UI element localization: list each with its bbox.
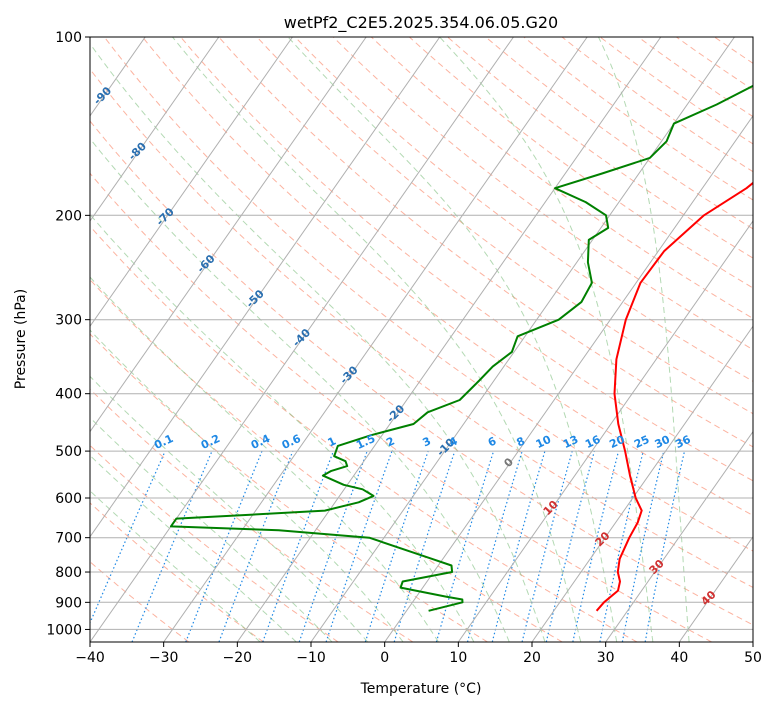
moist-adiabat-line [90, 42, 546, 642]
isotherm-line [90, 37, 293, 328]
isotherm-line [678, 535, 753, 642]
y-tick-label: 700 [55, 531, 82, 547]
dry-adiabat-line [90, 278, 563, 642]
dewpoint-profile-line [169, 84, 753, 612]
x-tick-label: 20 [523, 650, 541, 666]
y-tick-label: 1000 [46, 622, 82, 638]
y-axis: 100 200 300 400 500 600 700 800 900 1000 [46, 30, 90, 638]
mixing-ratio-label: 36 [673, 433, 693, 451]
plot-area: -100-90-80-70-60-50-40-30-20-10010203040… [90, 37, 753, 642]
dry-adiabat-line [142, 37, 753, 517]
plot-frame [89, 36, 754, 643]
mixing-ratio-line [435, 450, 495, 642]
dry-adiabat-line [90, 502, 264, 642]
dry-adiabat-line [409, 37, 753, 289]
moist-adiabat-line [90, 490, 261, 642]
x-tick-label: −20 [223, 650, 253, 666]
moist-adiabat-line [598, 37, 690, 642]
dry-adiabat-line [90, 68, 753, 589]
mixing-ratio-label: 13 [561, 433, 580, 451]
mixing-ratio-line [185, 450, 263, 642]
isotherm-line [90, 37, 220, 222]
moist-adiabat-line [287, 37, 618, 642]
moist-adiabat-line [90, 213, 475, 642]
y-tick-label: 600 [55, 491, 82, 507]
dry-adiabat-line [90, 333, 488, 642]
isotherm-line [457, 220, 753, 642]
mixing-ratio-label: 20 [607, 433, 627, 451]
mixing-ratio-line [572, 450, 620, 642]
x-tick-label: 10 [449, 650, 467, 666]
isotherm-line [605, 430, 753, 642]
mixing-ratio-line [90, 450, 166, 625]
y-tick-label: 500 [55, 444, 82, 460]
x-tick-label: −30 [149, 650, 179, 666]
y-tick-label: 400 [55, 387, 82, 403]
isotherm-line [90, 37, 514, 642]
dry-adiabat-line [104, 37, 753, 552]
x-tick-label: −10 [296, 650, 326, 666]
chart-title: wetPf2_C2E5.2025.354.06.05.G20 [284, 13, 558, 33]
isotherm-line [384, 114, 753, 642]
y-tick-label: 800 [55, 565, 82, 581]
mixing-ratio-line [466, 450, 523, 642]
moist-adiabat-line [439, 37, 654, 642]
moist-adiabat-line [90, 454, 297, 642]
mixing-ratio-label: 10 [534, 433, 554, 451]
x-tick-label: −40 [75, 650, 105, 666]
temperature-profile-line [595, 181, 753, 612]
moist-adiabat-line [90, 276, 439, 642]
isotherm-line [163, 37, 588, 642]
dry-adiabat-line [90, 172, 712, 642]
dry-adiabat-line [90, 225, 638, 642]
mixing-ratio-line [262, 450, 334, 642]
isotherm-line [90, 37, 367, 433]
dry-adiabat-line [218, 37, 753, 448]
moist-adiabat-line [90, 375, 369, 642]
sounding-profiles [169, 84, 753, 612]
x-tick-label: 30 [597, 650, 615, 666]
x-axis-label: Temperature (°C) [360, 681, 482, 697]
pressure-gridlines [90, 37, 753, 630]
x-tick-label: 0 [380, 650, 389, 666]
mixing-ratio-line [131, 450, 213, 642]
mixing-ratio-line [325, 450, 393, 642]
x-axis: −40 −30 −20 −10 0 10 20 30 40 50 [75, 642, 762, 666]
dry-adiabat-line [90, 120, 753, 626]
mixing-ratio-label: 25 [632, 433, 651, 451]
mixing-ratio-line [364, 450, 429, 642]
y-tick-label: 100 [55, 30, 82, 46]
y-tick-label: 900 [55, 595, 82, 611]
isotherm-line [531, 325, 753, 642]
mixing-ratio-label: 16 [583, 433, 603, 451]
x-tick-label: 50 [744, 650, 762, 666]
y-tick-label: 200 [55, 208, 82, 224]
y-tick-label: 300 [55, 313, 82, 329]
dry-adiabat-line [256, 37, 753, 415]
isotherm-line [236, 37, 662, 642]
y-axis-label: Pressure (hPa) [13, 289, 29, 389]
x-tick-label: 40 [670, 650, 688, 666]
mixing-ratio-line [218, 450, 294, 642]
mixing-ratio-line [521, 450, 573, 642]
isotherm-line [90, 37, 441, 538]
mixing-ratio-label: 30 [653, 433, 673, 451]
mixing-ratio-line [545, 450, 595, 642]
mixing-ratio-line [599, 450, 644, 642]
moist-adiabat-line [90, 329, 404, 642]
mixing-ratio-lines [90, 450, 686, 642]
mixing-ratio-line [298, 450, 368, 642]
